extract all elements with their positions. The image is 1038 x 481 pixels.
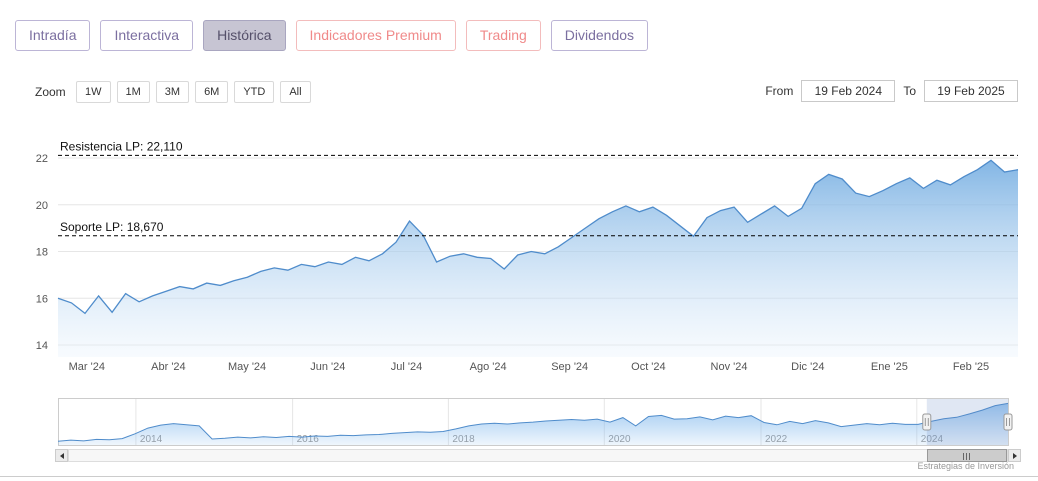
date-range: From To (765, 80, 1018, 102)
range-button-1m[interactable]: 1M (116, 81, 150, 103)
navigator-line (57, 402, 1009, 442)
x-axis-label: May '24 (228, 361, 266, 373)
main-price-chart: 14 16 18 20 22 Mar '24 Abr '24 May '24 Jun '24 Ju… (36, 139, 1019, 373)
x-axis-label: Abr '24 (151, 361, 186, 373)
range-button-6m[interactable]: 6M (195, 81, 229, 103)
from-date-input[interactable] (801, 80, 896, 102)
chart-scrollbar (55, 449, 1021, 462)
scrollbar-thumb[interactable] (926, 449, 1007, 462)
plotline-label-1: Soporte LP: 18,670 (60, 220, 164, 234)
to-date-input[interactable] (924, 80, 1018, 102)
navigator-handle-right[interactable] (1003, 413, 1013, 431)
range-selector: 1W 1M 3M 6M YTD All (76, 81, 311, 103)
zoom-label: Zoom (35, 85, 66, 99)
y-axis-label: 20 (36, 200, 48, 212)
tab-dividendos[interactable]: Dividendos (550, 20, 649, 52)
x-axis-label: Ago '24 (470, 361, 507, 373)
navigator-chart: 201420162018202020222024 (57, 398, 1013, 446)
range-toolbar: Zoom 1W 1M 3M 6M YTD All From To (0, 80, 1038, 104)
range-button-3m[interactable]: 3M (155, 81, 190, 103)
price-line (57, 159, 1019, 315)
x-axis-label: Jul '24 (391, 361, 422, 373)
x-axis-label: Ene '25 (871, 361, 908, 373)
y-axis-label: 22 (36, 153, 48, 165)
price-area (58, 160, 1018, 357)
scrollbar-right-button[interactable] (1008, 449, 1021, 462)
to-label: To (903, 84, 916, 98)
navigator-selected-range[interactable] (926, 399, 1008, 445)
x-axis-label: Oct '24 (631, 361, 666, 373)
range-button-ytd[interactable]: YTD (234, 81, 275, 103)
from-label: From (765, 84, 794, 98)
y-axis-label: 16 (36, 293, 48, 305)
navigator-area (58, 403, 1008, 445)
x-axis-label: Jun '24 (310, 361, 345, 373)
navigator-handle-left[interactable] (922, 413, 932, 431)
plotline-label-0: Resistencia LP: 22,110 (60, 139, 183, 153)
tab-intradia[interactable]: Intradía (15, 20, 91, 52)
range-button-1w[interactable]: 1W (76, 81, 111, 103)
scrollbar-left-button[interactable] (55, 449, 68, 462)
tab-indicadores-premium[interactable]: Indicadores Premium (295, 20, 456, 52)
x-axis-label: Dic '24 (791, 361, 824, 373)
tab-interactiva[interactable]: Interactiva (100, 20, 194, 52)
x-axis-label: Nov '24 (711, 361, 748, 373)
x-axis-label: Mar '24 (69, 361, 105, 373)
right-arrow-icon (1012, 452, 1017, 459)
tab-historica[interactable]: Histórica (203, 20, 286, 52)
range-button-all[interactable]: All (280, 81, 311, 103)
y-axis-label: 18 (36, 247, 48, 259)
x-axis-label: Sep '24 (551, 361, 588, 373)
scrollbar-track[interactable] (68, 449, 1008, 462)
tab-trading[interactable]: Trading (465, 20, 541, 52)
chart-credit: Estrategias de Inversión (917, 461, 1014, 471)
left-arrow-icon (59, 452, 64, 459)
y-axis-label: 14 (36, 340, 48, 352)
chart-tabs: Intradía Interactiva Histórica Indicador… (15, 20, 649, 52)
bottom-divider (0, 476, 1038, 477)
x-axis-label: Feb '25 (953, 361, 989, 373)
